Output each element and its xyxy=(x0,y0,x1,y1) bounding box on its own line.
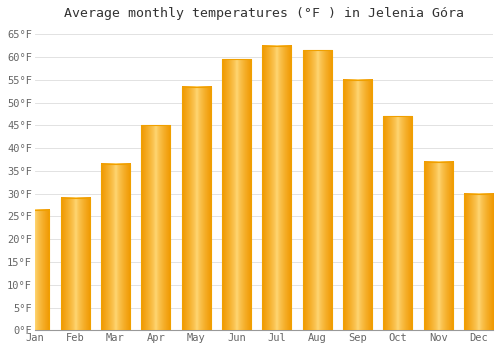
Bar xyxy=(262,46,292,330)
Bar xyxy=(464,194,493,330)
Bar xyxy=(182,87,210,330)
Bar xyxy=(222,60,251,330)
Title: Average monthly temperatures (°F ) in Jelenia Góra: Average monthly temperatures (°F ) in Je… xyxy=(64,7,464,20)
Bar xyxy=(141,125,171,330)
Bar xyxy=(222,60,251,330)
Bar xyxy=(101,164,130,330)
Bar xyxy=(20,210,49,330)
Bar xyxy=(302,50,332,330)
Bar xyxy=(20,210,49,330)
Bar xyxy=(182,87,210,330)
Bar xyxy=(60,198,90,330)
Bar xyxy=(60,198,90,330)
Bar xyxy=(343,80,372,330)
Bar xyxy=(141,125,171,330)
Bar xyxy=(384,116,412,330)
Bar xyxy=(384,116,412,330)
Bar xyxy=(101,164,130,330)
Bar xyxy=(302,50,332,330)
Bar xyxy=(343,80,372,330)
Bar xyxy=(424,162,452,330)
Bar xyxy=(424,162,452,330)
Bar xyxy=(464,194,493,330)
Bar xyxy=(262,46,292,330)
